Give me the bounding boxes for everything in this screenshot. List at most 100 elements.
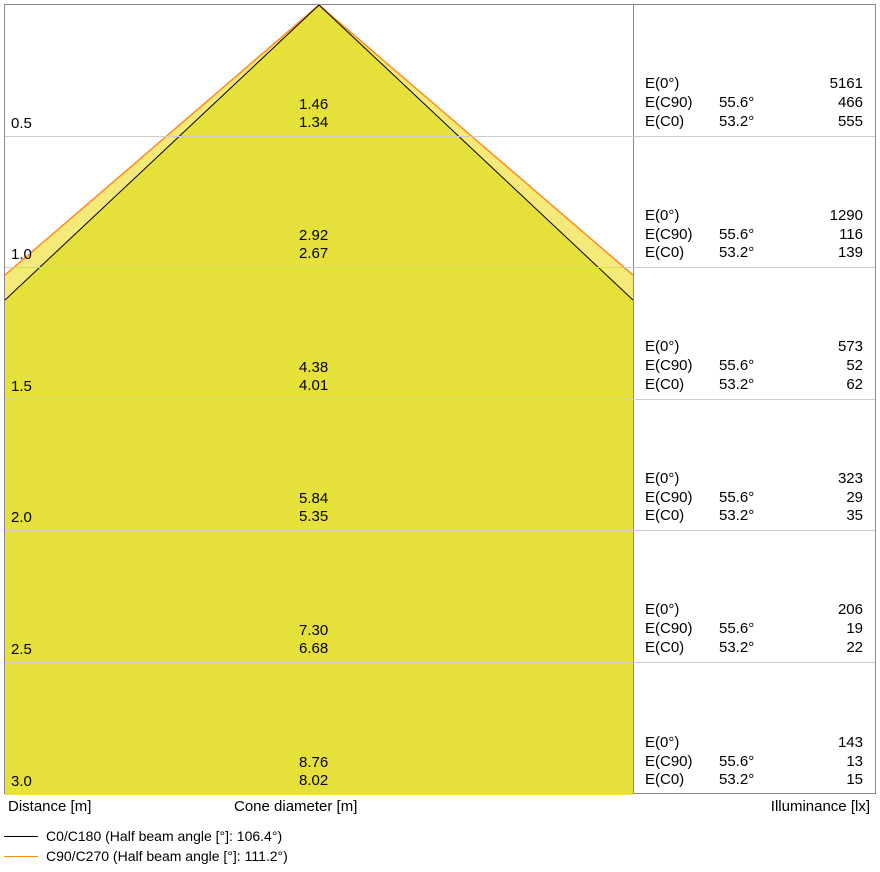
illum-ec0-angle: 53.2° <box>719 376 787 395</box>
illum-ec0-label: E(C0) <box>645 771 719 790</box>
illum-e0: E(0°)143 <box>645 734 869 753</box>
cone-diameter-values: 1.461.34 <box>299 96 328 132</box>
cone-diam-inner: 4.01 <box>299 377 328 395</box>
illum-e0-label: E(0°) <box>645 75 719 94</box>
illum-ec90-value: 29 <box>787 489 869 508</box>
illum-e0-value: 323 <box>787 470 869 489</box>
legend-swatch-c0 <box>4 836 38 837</box>
illum-e0-label: E(0°) <box>645 338 719 357</box>
illum-ec0-angle: 53.2° <box>719 113 787 132</box>
data-row: 1.54.384.01E(0°)573E(C90)55.6°52E(C0)53.… <box>5 268 875 400</box>
illum-e0: E(0°) 573 <box>645 338 869 357</box>
illum-ec90-angle: 55.6° <box>719 94 787 113</box>
illum-ec90: E(C90)55.6°29 <box>645 489 869 508</box>
cone-diam-inner: 6.68 <box>299 640 328 658</box>
distance-label: 3.0 <box>11 773 32 790</box>
axis-label-distance: Distance [m] <box>8 798 91 815</box>
illum-ec90-label: E(C90) <box>645 357 719 376</box>
illum-ec90-label: E(C90) <box>645 489 719 508</box>
cone-diameter-values: 5.845.35 <box>299 490 328 526</box>
illum-ec90: E(C90)55.6°52 <box>645 357 869 376</box>
illuminance-block: E(0°) 206E(C90)55.6°19E(C0)53.2°22 <box>645 601 869 657</box>
chart-area: 0.51.461.34E(0°)5161E(C90)55.6°466E(C0)5… <box>4 4 876 794</box>
legend: C0/C180 (Half beam angle [°]: 106.4°) C9… <box>4 826 288 866</box>
illuminance-block: E(0°) 323E(C90)55.6°29E(C0)53.2°35 <box>645 470 869 526</box>
distance-label: 2.5 <box>11 641 32 658</box>
cone-diagram-container: 0.51.461.34E(0°)5161E(C90)55.6°466E(C0)5… <box>0 0 880 872</box>
cone-diameter-values: 4.384.01 <box>299 359 328 395</box>
illum-ec90: E(C90)55.6°116 <box>645 226 869 245</box>
illum-ec0-value: 139 <box>787 244 869 263</box>
illum-e0-value: 573 <box>787 338 869 357</box>
illum-ec0: E(C0)53.2°555 <box>645 113 869 132</box>
illum-ec0-label: E(C0) <box>645 244 719 263</box>
illum-e0-angle <box>719 734 787 753</box>
illum-ec0-label: E(C0) <box>645 639 719 658</box>
illum-ec0-value: 35 <box>787 507 869 526</box>
illum-ec90: E(C90)55.6°13 <box>645 753 869 772</box>
illum-e0: E(0°)5161 <box>645 75 869 94</box>
illum-e0: E(0°) 1290 <box>645 207 869 226</box>
cone-diam-inner: 1.34 <box>299 114 328 132</box>
illum-ec0-label: E(C0) <box>645 113 719 132</box>
illum-ec90-label: E(C90) <box>645 94 719 113</box>
illum-ec90-angle: 55.6° <box>719 753 787 772</box>
distance-label: 1.5 <box>11 378 32 395</box>
legend-item-c90: C90/C270 (Half beam angle [°]: 111.2°) <box>4 846 288 866</box>
illum-e0-value: 206 <box>787 601 869 620</box>
illum-e0: E(0°) 206 <box>645 601 869 620</box>
illum-e0-angle <box>719 75 787 94</box>
cone-diam-inner: 2.67 <box>299 245 328 263</box>
cone-diameter-values: 2.922.67 <box>299 227 328 263</box>
illum-e0-angle <box>719 338 787 357</box>
illum-ec90-value: 116 <box>787 226 869 245</box>
distance-label: 1.0 <box>11 246 32 263</box>
legend-text-c0: C0/C180 (Half beam angle [°]: 106.4°) <box>46 828 282 844</box>
distance-label: 2.0 <box>11 509 32 526</box>
data-row: 2.0 5.845.35 E(0°) 323E(C90)55.6°29E(C0)53.… <box>5 400 875 532</box>
cone-diameter-values: 8.768.02 <box>299 754 328 790</box>
legend-swatch-c90 <box>4 856 38 857</box>
legend-item-c0: C0/C180 (Half beam angle [°]: 106.4°) <box>4 826 288 846</box>
illum-e0: E(0°) 323 <box>645 470 869 489</box>
cone-diam-outer: 2.92 <box>299 227 328 245</box>
cone-diam-inner: 8.02 <box>299 772 328 790</box>
illum-ec0-value: 555 <box>787 113 869 132</box>
cone-diam-outer: 1.46 <box>299 96 328 114</box>
illum-e0-value: 1290 <box>787 207 869 226</box>
illuminance-block: E(0°)5161E(C90)55.6°466E(C0)53.2°555 <box>645 75 869 131</box>
distance-label: 0.5 <box>11 115 32 132</box>
illum-ec0-angle: 53.2° <box>719 244 787 263</box>
illum-ec0: E(C0)53.2°139 <box>645 244 869 263</box>
illum-ec0-label: E(C0) <box>645 507 719 526</box>
illuminance-block: E(0°)573E(C90)55.6°52E(C0)53.2°62 <box>645 338 869 394</box>
illum-ec0: E(C0)53.2°15 <box>645 771 869 790</box>
illum-ec0-value: 62 <box>787 376 869 395</box>
illuminance-block: E(0°) 1290E(C90)55.6°116E(C0)53.2°139 <box>645 207 869 263</box>
illum-ec90-angle: 55.6° <box>719 357 787 376</box>
illum-e0-label: E(0°) <box>645 470 719 489</box>
data-row: 2.5 7.306.68 E(0°) 206E(C90)55.6°19E(C0)53.… <box>5 531 875 663</box>
illum-ec90: E(C90)55.6°19 <box>645 620 869 639</box>
cone-diam-outer: 4.38 <box>299 359 328 377</box>
illum-ec90-angle: 55.6° <box>719 226 787 245</box>
illum-e0-label: E(0°) <box>645 207 719 226</box>
legend-text-c90: C90/C270 (Half beam angle [°]: 111.2°) <box>46 848 288 864</box>
illum-ec0-angle: 53.2° <box>719 639 787 658</box>
illuminance-block: E(0°)143E(C90)55.6°13E(C0)53.2°15 <box>645 734 869 790</box>
illum-e0-angle <box>719 601 787 620</box>
illum-ec0-angle: 53.2° <box>719 507 787 526</box>
cone-diameter-values: 7.306.68 <box>299 622 328 658</box>
illum-ec0-angle: 53.2° <box>719 771 787 790</box>
illum-ec0: E(C0)53.2°62 <box>645 376 869 395</box>
illum-e0-angle <box>719 470 787 489</box>
axis-label-illum: Illuminance [lx] <box>771 798 870 815</box>
illum-ec0-value: 22 <box>787 639 869 658</box>
axis-label-cone: Cone diameter [m] <box>234 798 357 815</box>
illum-ec90-value: 466 <box>787 94 869 113</box>
illum-e0-label: E(0°) <box>645 601 719 620</box>
illum-ec90: E(C90)55.6°466 <box>645 94 869 113</box>
cone-diam-outer: 8.76 <box>299 754 328 772</box>
illum-ec90-value: 52 <box>787 357 869 376</box>
cone-diam-outer: 7.30 <box>299 622 328 640</box>
